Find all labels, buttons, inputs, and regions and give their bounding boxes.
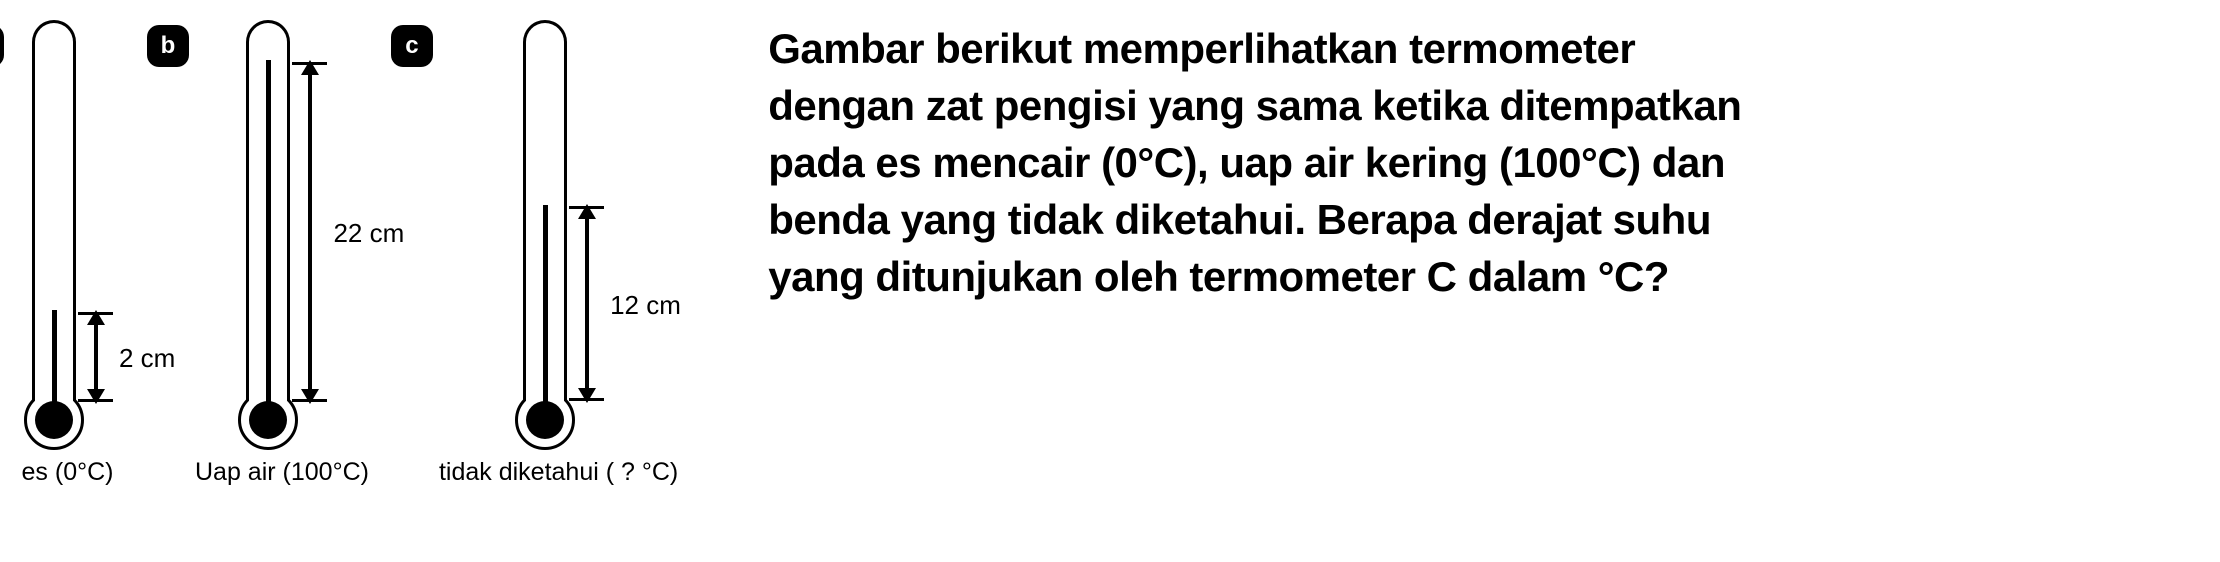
fluid-column (266, 60, 271, 405)
badge-c: c (391, 25, 433, 67)
bulb-inner (35, 401, 73, 439)
thermometer-a: a 2 cm es (0°C) (10, 20, 125, 487)
fluid-column (543, 205, 548, 405)
measure-c: 12 cm (569, 206, 604, 401)
badge-b: b (147, 25, 189, 67)
thermometer-c-graphic: 12 cm (501, 20, 616, 450)
measure-label: 22 cm (333, 218, 404, 249)
badge-a: a (0, 25, 4, 67)
measure-b: 22 cm (292, 62, 327, 402)
arrow-down-icon (578, 388, 596, 403)
fluid-column (52, 310, 57, 405)
question-text: Gambar berikut memperlihatkan termometer… (768, 20, 1788, 306)
arrow-down-icon (87, 389, 105, 404)
thermometer-diagram-row: a 2 cm es (0°C) b (10, 20, 728, 487)
thermometer-a-graphic: 2 cm (10, 20, 125, 450)
caption-a: es (0°C) (22, 458, 114, 487)
caption-b: Uap air (100°C) (195, 458, 369, 487)
arrow-down-icon (301, 389, 319, 404)
thermometer-b-graphic: 22 cm (224, 20, 339, 450)
measure-label: 2 cm (119, 343, 175, 374)
thermometer-c: c 12 cm tidak diketahui ( ? °C) (439, 20, 678, 487)
measure-a: 2 cm (78, 312, 113, 402)
caption-c: tidak diketahui ( ? °C) (439, 458, 678, 487)
bulb-inner (526, 401, 564, 439)
measure-label: 12 cm (610, 290, 681, 321)
thermometer-b: b 22 cm Uap air (100°C) (195, 20, 369, 487)
